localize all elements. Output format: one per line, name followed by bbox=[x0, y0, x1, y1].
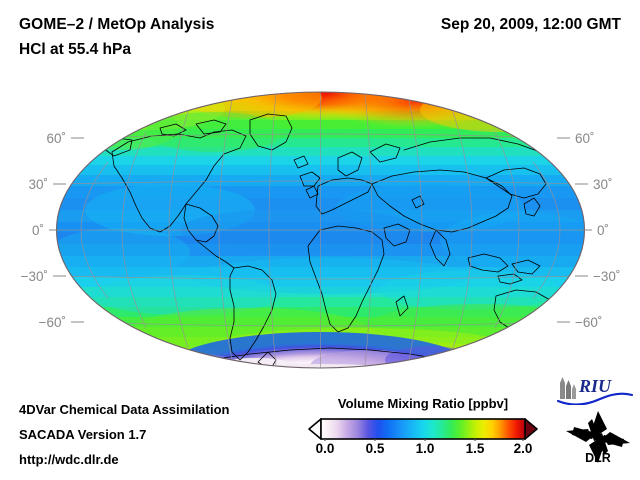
colorbar-ramp bbox=[320, 418, 526, 440]
mollweide-map-svg: 60˚ 30˚ 0˚ −30˚ −60˚ 60˚ 30˚ 0˚ −30˚ −60… bbox=[21, 91, 621, 369]
map-plot: 60˚ 30˚ 0˚ −30˚ −60˚ 60˚ 30˚ 0˚ −30˚ −60… bbox=[0, 80, 640, 380]
footer-line-version: SACADA Version 1.7 bbox=[19, 427, 147, 442]
dlr-logo-mark bbox=[566, 411, 630, 463]
lat-label-right-m60: −60˚ bbox=[575, 315, 602, 330]
graticule bbox=[56, 92, 585, 368]
footer-line-assimilation: 4DVar Chemical Data Assimilation bbox=[19, 402, 230, 417]
colorbar-gradient-svg bbox=[308, 418, 538, 441]
latitude-labels: 60˚ 30˚ 0˚ −30˚ −60˚ 60˚ 30˚ 0˚ −30˚ −60… bbox=[21, 131, 621, 330]
lat-label-left-m60: −60˚ bbox=[39, 315, 66, 330]
colorbar-tick-4: 2.0 bbox=[513, 441, 533, 456]
lat-label-right-30: 30˚ bbox=[593, 177, 613, 192]
colorbar-tick-2: 1.0 bbox=[415, 441, 435, 456]
colorbar-tick-1: 0.5 bbox=[365, 441, 385, 456]
timestamp-label: Sep 20, 2009, 12:00 GMT bbox=[440, 16, 621, 33]
riu-logo: RIU bbox=[556, 376, 634, 405]
page-subtitle: HCl at 55.4 hPa bbox=[19, 41, 131, 58]
colorbar-under-arrow bbox=[308, 418, 322, 440]
colorbar-tickmarks bbox=[324, 439, 524, 441]
dlr-logo: DLR bbox=[566, 411, 630, 465]
colorbar-tick-labels: 0.0 0.5 1.0 1.5 2.0 bbox=[307, 441, 539, 461]
lat-label-left-60: 60˚ bbox=[46, 131, 66, 146]
lat-label-left-30: 30˚ bbox=[28, 177, 48, 192]
dlr-logo-text: DLR bbox=[585, 451, 611, 465]
colorbar-tick-3: 1.5 bbox=[465, 441, 485, 456]
footer-line-url[interactable]: http://wdc.dlr.de bbox=[19, 452, 119, 467]
page-title: GOME–2 / MetOp Analysis bbox=[19, 16, 215, 33]
lat-label-left-0: 0˚ bbox=[32, 223, 44, 238]
riu-logo-text: RIU bbox=[578, 376, 612, 396]
lat-label-right-60: 60˚ bbox=[575, 131, 595, 146]
colorbar-title: Volume Mixing Ratio [ppbv] bbox=[337, 396, 509, 411]
lat-label-right-0: 0˚ bbox=[597, 223, 609, 238]
lat-label-left-m30: −30˚ bbox=[21, 269, 48, 284]
colorbar-over-arrow bbox=[524, 418, 538, 440]
lat-label-right-m30: −30˚ bbox=[593, 269, 620, 284]
latitude-ticks bbox=[49, 137, 592, 323]
riu-logo-swoosh bbox=[556, 392, 634, 405]
colorbar: Volume Mixing Ratio [ppbv] bbox=[307, 396, 539, 468]
colorbar-tick-0: 0.0 bbox=[315, 441, 335, 456]
